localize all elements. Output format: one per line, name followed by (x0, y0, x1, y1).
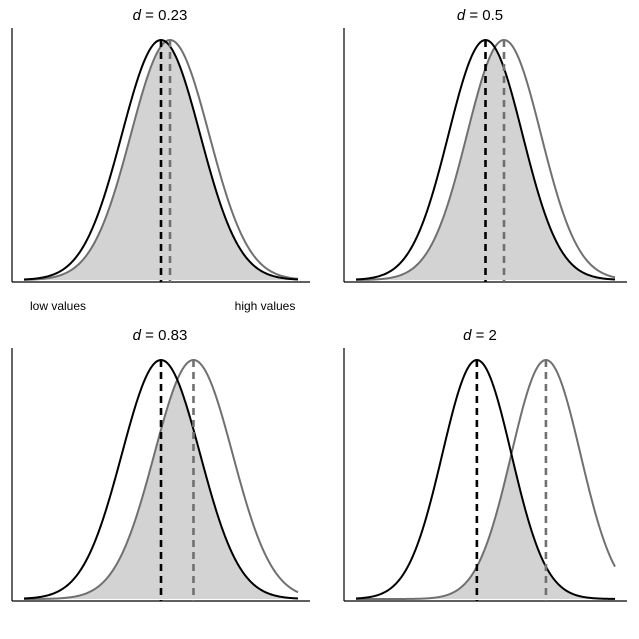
panel-1-title-var: d (133, 7, 142, 24)
panel-2-title-var: d (457, 7, 466, 24)
panel-3-title-var: d (133, 327, 142, 344)
panel-2-title-eq: = (465, 7, 482, 24)
group2-density-curve (356, 358, 616, 600)
panel-4-title-var: d (463, 327, 472, 344)
panel-4-title-value: 2 (489, 327, 497, 344)
panel-4-title-eq: = (471, 327, 488, 344)
overlap-area (356, 454, 615, 599)
panel-3-title: d = 0.83 (133, 327, 188, 344)
overlap-area (24, 380, 298, 599)
panel-1-title-value: 0.23 (158, 7, 187, 24)
panel-1-title-eq: = (141, 7, 158, 24)
panel-3-plot (11, 348, 310, 602)
panel-1-plot (11, 28, 310, 283)
group2-density-curve (24, 359, 299, 600)
panel-1-title: d = 0.23 (133, 7, 188, 24)
panel-3-title-eq: = (141, 327, 158, 344)
panel-2-plot (343, 28, 627, 283)
panel-4: d = 2 (343, 327, 627, 602)
panel-4-plot (343, 348, 627, 602)
group1-density-curve (355, 358, 616, 600)
panel-3-title-value: 0.83 (158, 327, 187, 344)
panel-4-title: d = 2 (463, 327, 497, 344)
panel-3: d = 0.83 (11, 327, 310, 602)
x-label-low: low values (30, 299, 86, 313)
panel-2-title-value: 0.5 (482, 7, 503, 24)
panel-2-title: d = 0.5 (457, 7, 503, 24)
panel-2: d = 0.5 (343, 7, 627, 283)
x-label-high: high values (235, 299, 296, 313)
panel-1: d = 0.23 low values high values (11, 7, 310, 313)
